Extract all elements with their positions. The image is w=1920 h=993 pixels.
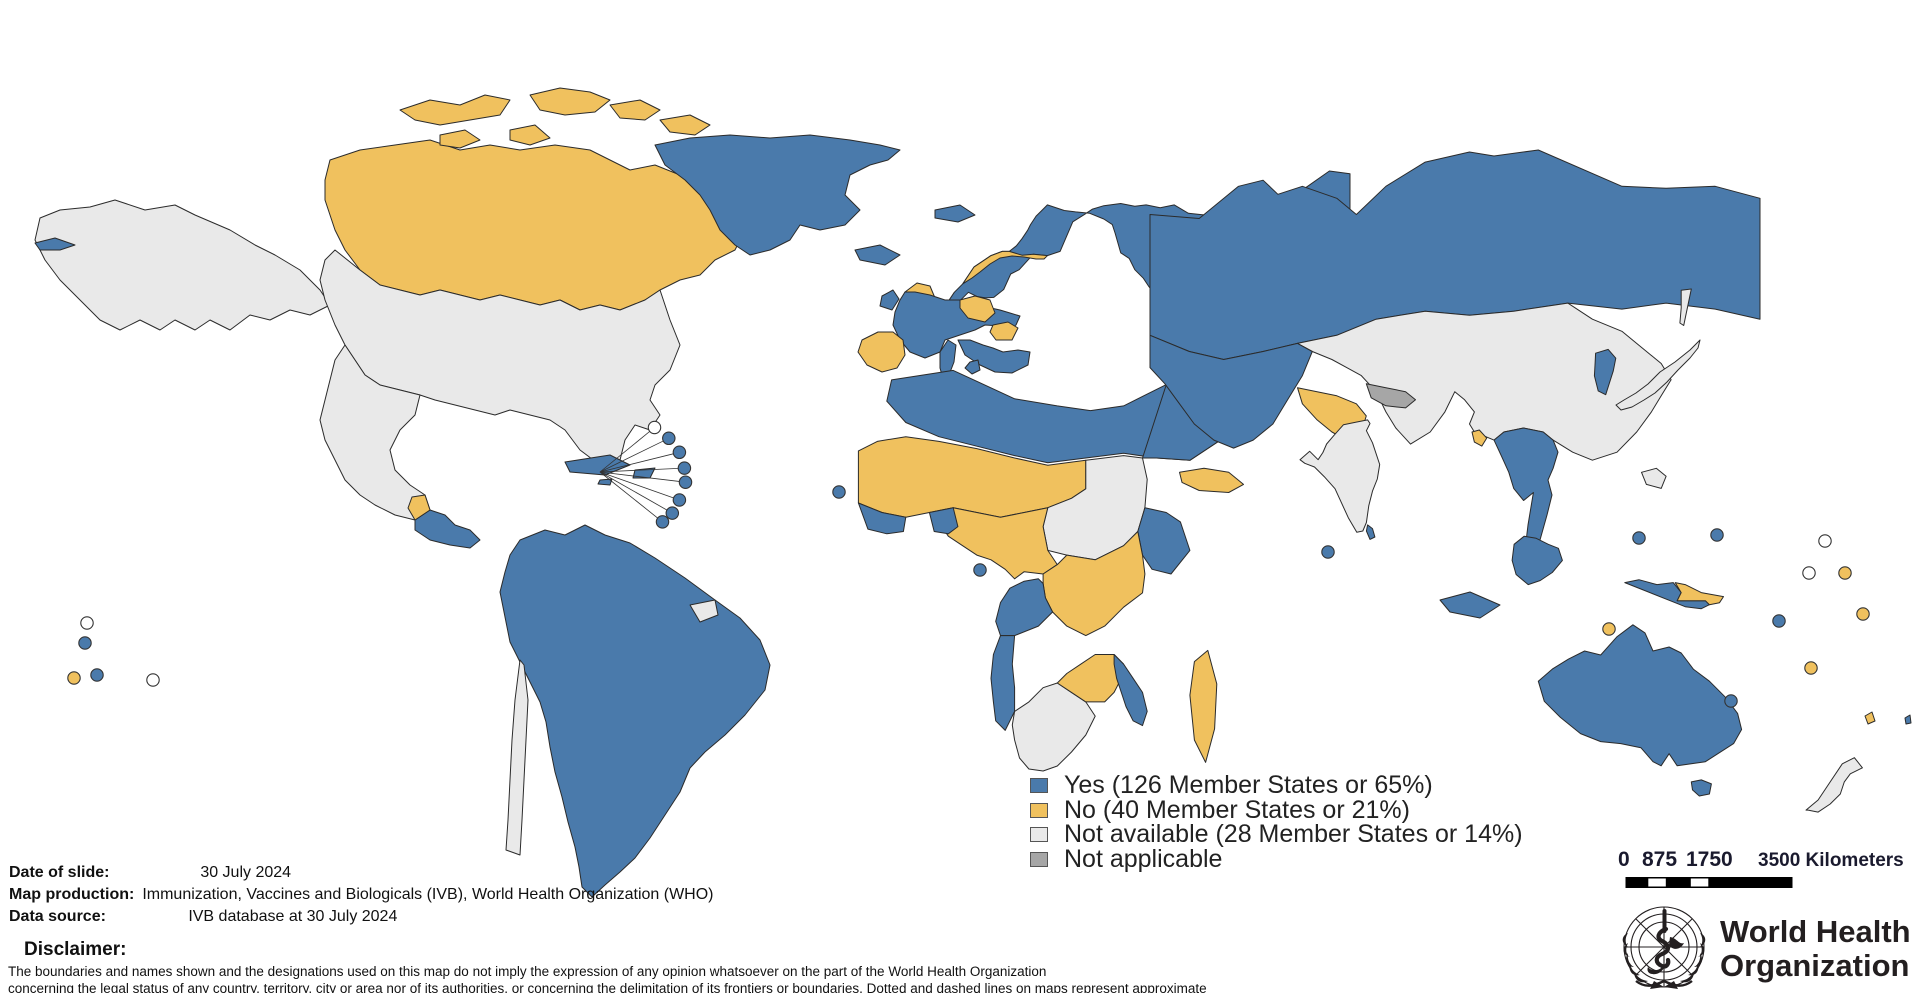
svg-text:1750: 1750	[1686, 850, 1733, 871]
svg-text:0: 0	[1618, 850, 1630, 871]
svg-text:World Health: World Health	[1720, 914, 1911, 949]
svg-text:875: 875	[1642, 850, 1677, 871]
svg-text:Organization: Organization	[1720, 948, 1909, 983]
svg-text:3500 Kilometers: 3500 Kilometers	[1758, 850, 1904, 871]
